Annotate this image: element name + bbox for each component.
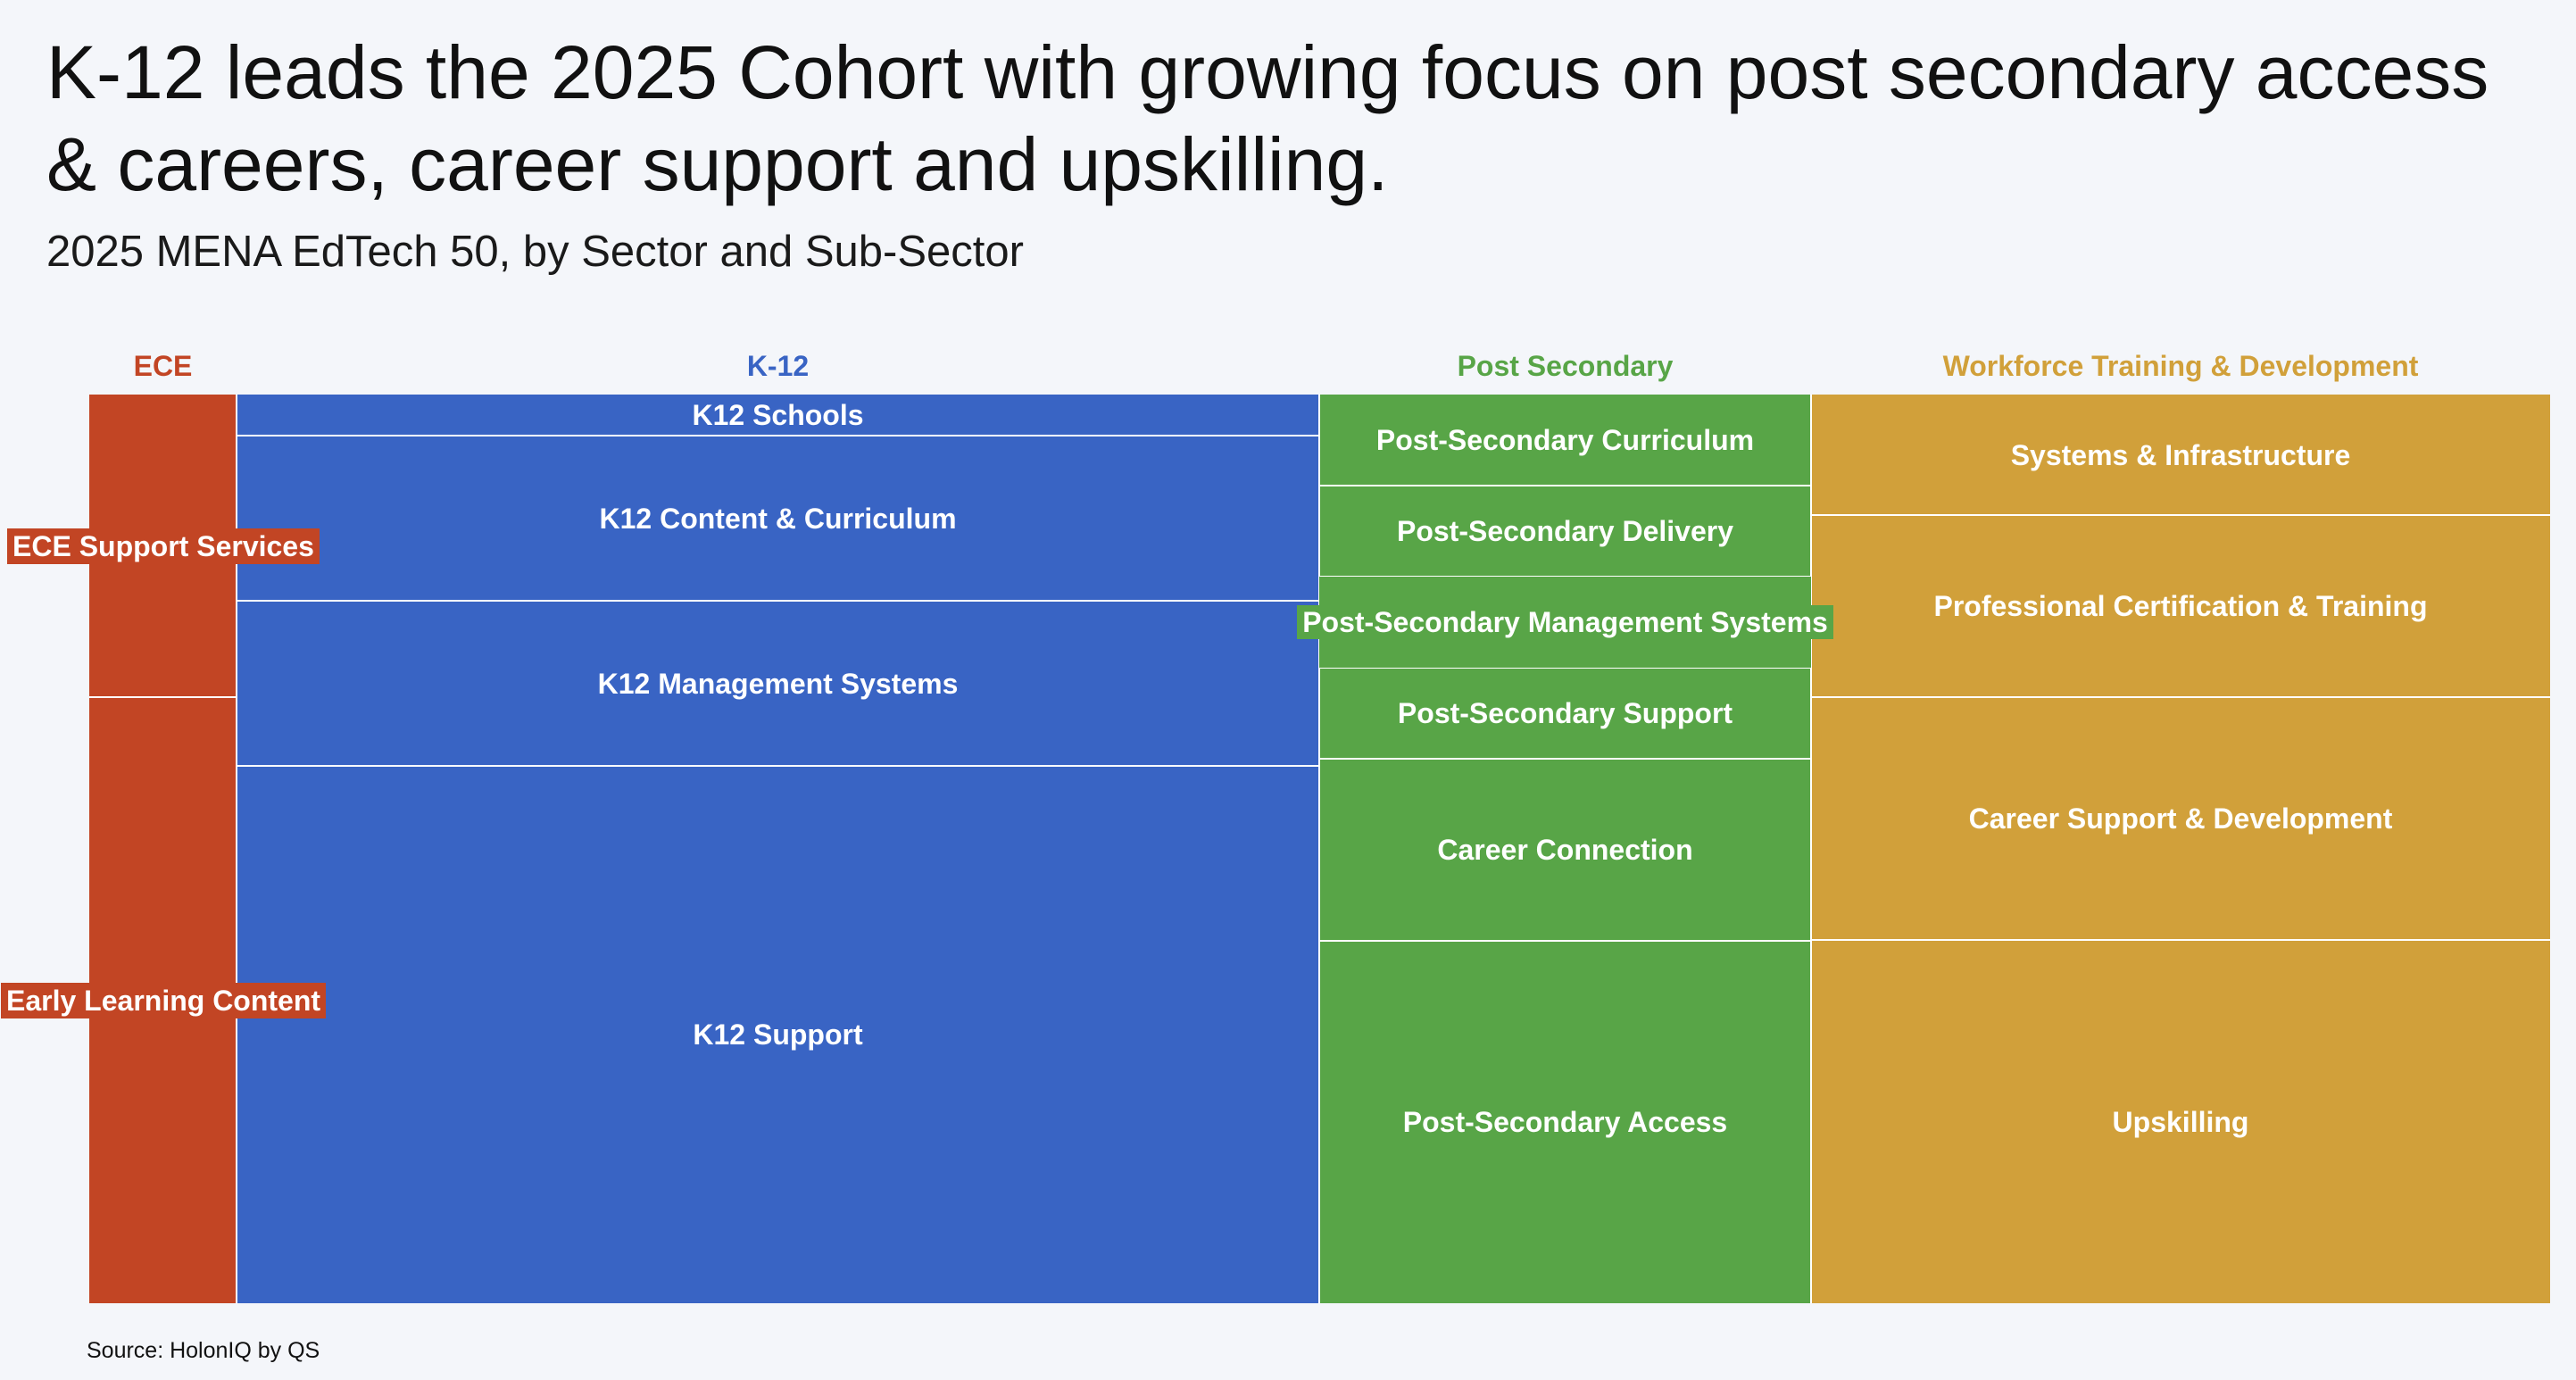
sector-label-k-12: K-12: [746, 350, 810, 382]
subsector-label-k12-content-and-curriculum: K12 Content & Curriculum: [594, 501, 962, 536]
sector-label-workforce-training-and-development: Workforce Training & Development: [1942, 350, 2419, 382]
subsector-divider: [237, 600, 1319, 602]
subsector-cell-career-support-and-development: Career Support & Development: [1811, 697, 2550, 940]
subsector-label-k12-schools: K12 Schools: [686, 398, 869, 432]
subsector-label-post-secondary-management-systems: Post-Secondary Management Systems: [1297, 605, 1833, 639]
subsector-label-post-secondary-support: Post-Secondary Support: [1392, 696, 1739, 730]
subsector-cell-post-secondary-support: Post-Secondary Support: [1319, 668, 1811, 759]
subsector-cell-k12-schools: K12 Schools: [237, 395, 1319, 436]
subsector-divider: [1811, 514, 2550, 516]
subsector-divider: [1319, 667, 1811, 669]
sector-divider: [236, 395, 237, 1303]
subsector-divider: [1319, 940, 1811, 942]
sector-label-post-secondary: Post Secondary: [1457, 350, 1674, 382]
sector-divider: [1810, 395, 1812, 1303]
subsector-divider: [237, 435, 1319, 436]
chart-title: K-12 leads the 2025 Cohort with growing …: [46, 30, 2489, 206]
subsector-label-early-learning-content: Early Learning Content: [1, 983, 327, 1018]
subsector-cell-post-secondary-management-systems: Post-Secondary Management Systems: [1297, 577, 1833, 668]
subsector-cell-professional-certification-and-training: Professional Certification & Training: [1811, 515, 2550, 697]
subsector-label-k12-support: K12 Support: [687, 1018, 868, 1052]
subsector-divider: [237, 765, 1319, 767]
subsector-cell-post-secondary-access: Post-Secondary Access: [1319, 941, 1811, 1303]
subsector-label-career-connection: Career Connection: [1432, 833, 1699, 867]
subsector-cell-k12-content-and-curriculum: K12 Content & Curriculum: [237, 436, 1319, 601]
subsector-cell-post-secondary-curriculum: Post-Secondary Curriculum: [1319, 395, 1811, 486]
chart-subtitle: 2025 MENA EdTech 50, by Sector and Sub-S…: [46, 228, 1024, 276]
subsector-label-upskilling: Upskilling: [2107, 1104, 2255, 1139]
subsector-cell-upskilling: Upskilling: [1811, 940, 2550, 1303]
subsector-cell-k12-support: K12 Support: [237, 766, 1319, 1303]
subsector-label-k12-management-systems: K12 Management Systems: [592, 666, 964, 701]
subsector-label-career-support-and-development: Career Support & Development: [1963, 802, 2398, 835]
source-note: Source: HolonIQ by QS: [87, 1338, 320, 1363]
sector-divider: [1318, 395, 1320, 1303]
subsector-label-systems-and-infrastructure: Systems & Infrastructure: [2005, 437, 2356, 472]
subsector-divider: [1811, 696, 2550, 698]
sector-label-ece: ECE: [133, 350, 193, 382]
subsector-cell-post-secondary-delivery: Post-Secondary Delivery: [1319, 486, 1811, 577]
subsector-divider: [1319, 758, 1811, 760]
subsector-divider: [1319, 485, 1811, 486]
subsector-label-ece-support-services: ECE Support Services: [7, 528, 320, 564]
subsector-label-post-secondary-delivery: Post-Secondary Delivery: [1391, 514, 1740, 548]
subsector-cell-career-connection: Career Connection: [1319, 759, 1811, 941]
subsector-label-post-secondary-curriculum: Post-Secondary Curriculum: [1370, 423, 1760, 457]
subsector-cell-systems-and-infrastructure: Systems & Infrastructure: [1811, 395, 2550, 515]
subsector-label-post-secondary-access: Post-Secondary Access: [1397, 1105, 1733, 1139]
subsector-label-professional-certification-and-training: Professional Certification & Training: [1928, 589, 2433, 623]
subsector-divider: [1811, 939, 2550, 941]
subsector-divider: [89, 696, 237, 698]
subsector-cell-k12-management-systems: K12 Management Systems: [237, 601, 1319, 766]
